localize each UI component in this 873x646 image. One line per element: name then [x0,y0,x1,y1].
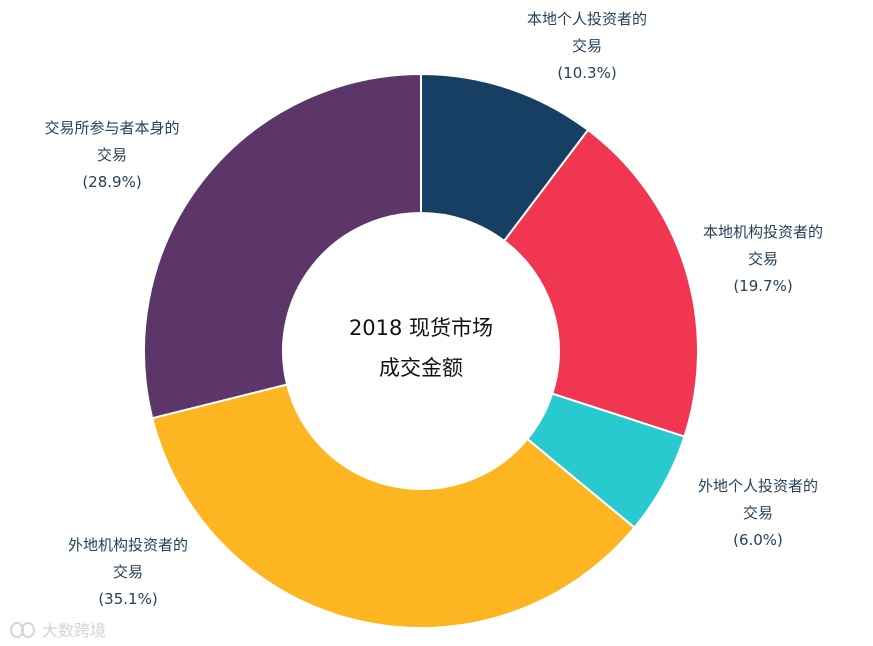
logo-icon [10,620,36,638]
watermark: 大数跨境 [10,617,106,641]
slice-label-local-institutional: 本地机构投资者的 交易 (19.7%) [702,223,824,295]
donut-slice-3 [151,383,636,629]
donut-slice-4 [143,72,422,420]
center-title-line1: 2018 现货市场 [348,316,494,340]
slice-label-nonlocal-individual: 外地个人投资者的 交易 (6.0%) [697,477,819,549]
center-title-line2: 成交金额 [379,356,463,380]
slice-label-nonlocal-institutional: 外地机构投资者的 交易 (35.1%) [67,536,189,608]
chart-center-title: 2018 现货市场 成交金额 [349,308,493,388]
watermark-text: 大数跨境 [42,621,107,640]
slice-label-exchange-participants: 交易所参与者本身的 交易 (28.9%) [44,119,180,191]
slice-label-local-individual: 本地个人投资者的 交易 (10.3%) [526,10,648,82]
donut-slice-1 [502,128,699,438]
